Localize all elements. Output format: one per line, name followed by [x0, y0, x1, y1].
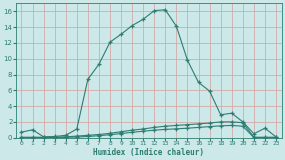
X-axis label: Humidex (Indice chaleur): Humidex (Indice chaleur)	[93, 148, 204, 156]
